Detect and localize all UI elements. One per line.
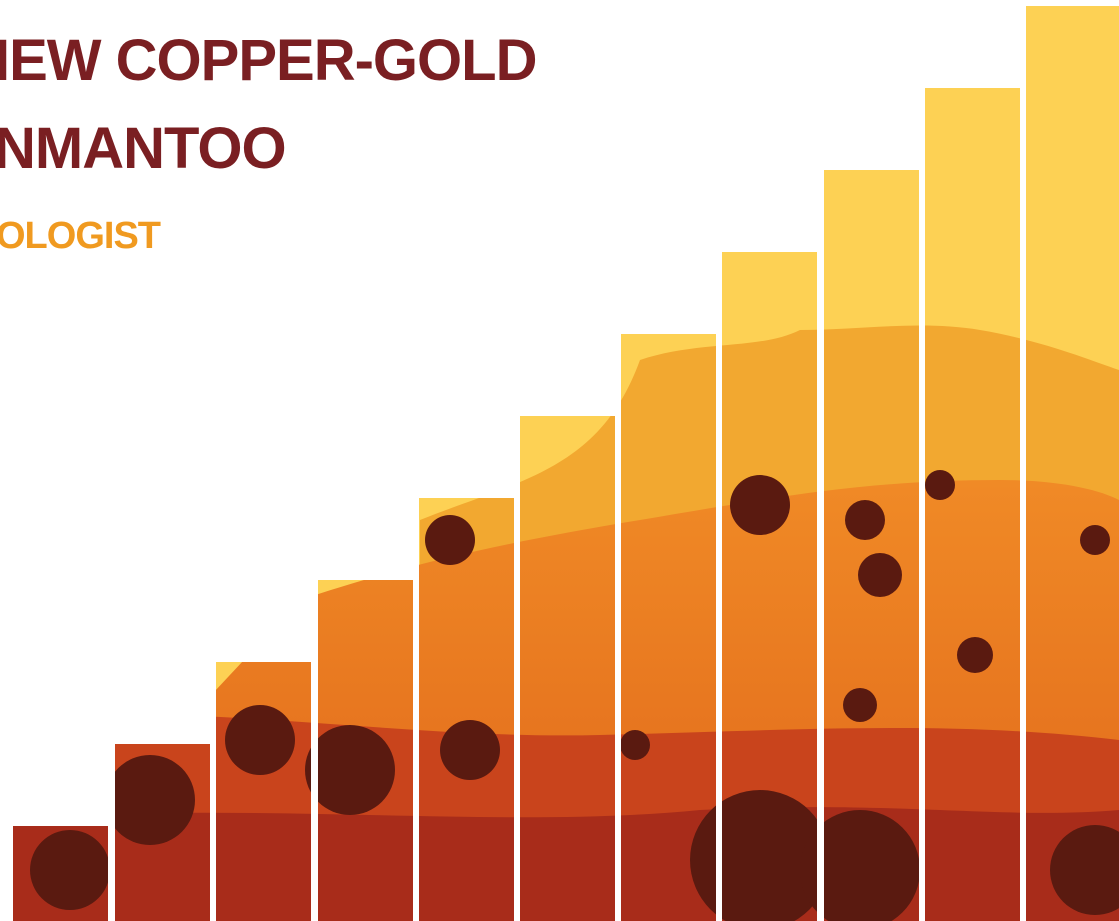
- title-line: NMANTOO: [0, 116, 286, 181]
- title-line: IEW COPPER-GOLD: [0, 28, 536, 93]
- subtitle: OLOGIST: [0, 215, 161, 257]
